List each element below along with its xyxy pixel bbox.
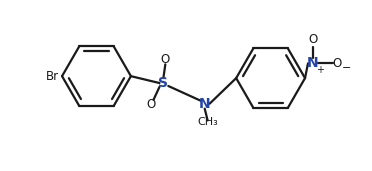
Text: Br: Br — [46, 70, 59, 83]
Text: N: N — [307, 56, 319, 70]
Text: CH₃: CH₃ — [197, 117, 218, 127]
Text: S: S — [158, 76, 169, 90]
Text: O: O — [161, 53, 170, 66]
Text: N: N — [199, 97, 211, 111]
Text: O: O — [333, 57, 342, 70]
Text: O: O — [308, 33, 318, 46]
Text: +: + — [316, 65, 324, 75]
Text: O: O — [146, 98, 155, 111]
Text: −: − — [341, 63, 351, 73]
